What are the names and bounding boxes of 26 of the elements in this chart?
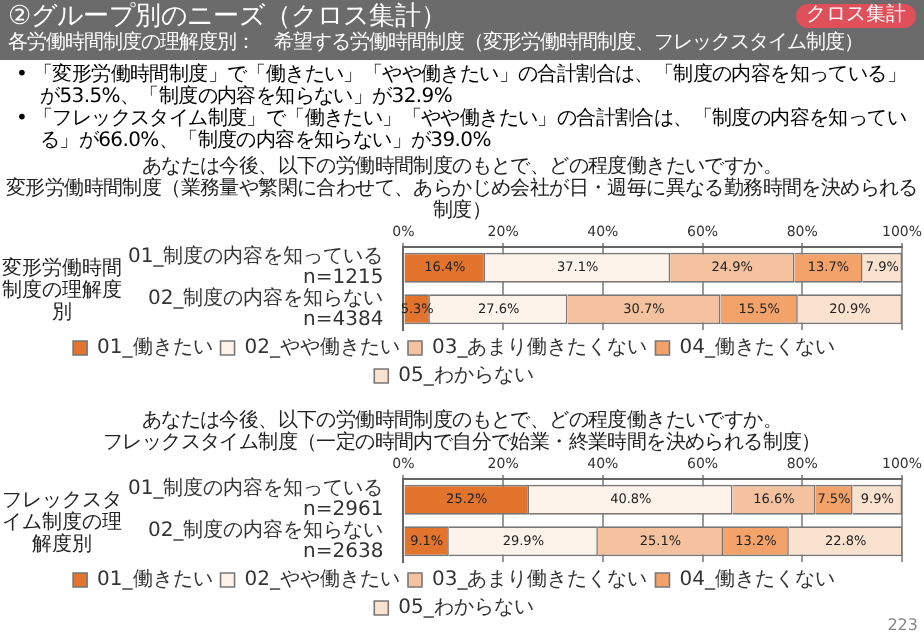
legend-label: 05_わからない [398,365,534,388]
chart-subtitle: フレックスタイム制度（一定の時間内で自分で始業・終業時間を決められる制度） [101,432,823,454]
legend-label: 01_働きたい [97,567,213,592]
legend-label: 05_わからない [398,597,534,620]
legend-label: 02_やや働きたい [244,567,401,592]
legend-label: 01_働きたい [97,335,213,360]
chart-subtitle: 変形労働時間制度（業務量や繁閑に合わせて、あらかじめ会社が日・週毎に異なる勤務時間を決められる制度） [4,178,920,222]
y-tick-label: 02_制度の内容を知らない n=4384 [147,285,384,331]
legend-label: 03_あまり働きたくない [432,567,648,592]
y-axis-title: フレックスタイム制度の理解度別 [0,490,124,556]
y-tick-label: 01_制度の内容を知っている n=2961 [127,476,384,522]
text: • 「変形労働時間制度」で「働きたい」「やや働きたい」の合計割合は、「制度の内容を知っている」が53.5%、「制度の内容を知らない」が32.9% [16,64,908,108]
y-axis-title: 変形労働時間制度の理解度別 [0,258,124,324]
legend-label: 04_働きたくない [679,567,835,592]
chart-title: あなたは今後、以下の労働時間制度のもとで、どの程度働きたいですか。 [141,156,783,178]
y-tick-label: 01_制度の内容を知っている n=1215 [127,244,384,290]
text: クロス集計 [796,4,916,28]
text: ②グループ別のニーズ（クロス集計） [8,2,448,32]
chart-title: あなたは今後、以下の労働時間制度のもとで、どの程度働きたいですか。 [139,410,783,432]
text: 各労働時間制度の理解度別： 希望する労働時間制度（変形労働時間制度、フレックスタイム制度） [8,32,865,56]
y-tick-label: 02_制度の内容を知らない n=2638 [147,517,384,563]
text: 223 [887,616,918,634]
legend-label: 04_働きたくない [679,335,835,360]
text: • 「フレックスタイム制度」で「働きたい」「やや働きたい」の合計割合は、「制度の内容を知っている」が66.0%、「制度の内容を知らない」が39.0% [16,108,908,152]
legend-label: 02_やや働きたい [244,335,401,360]
legend-label: 03_あまり働きたくない [432,335,648,360]
